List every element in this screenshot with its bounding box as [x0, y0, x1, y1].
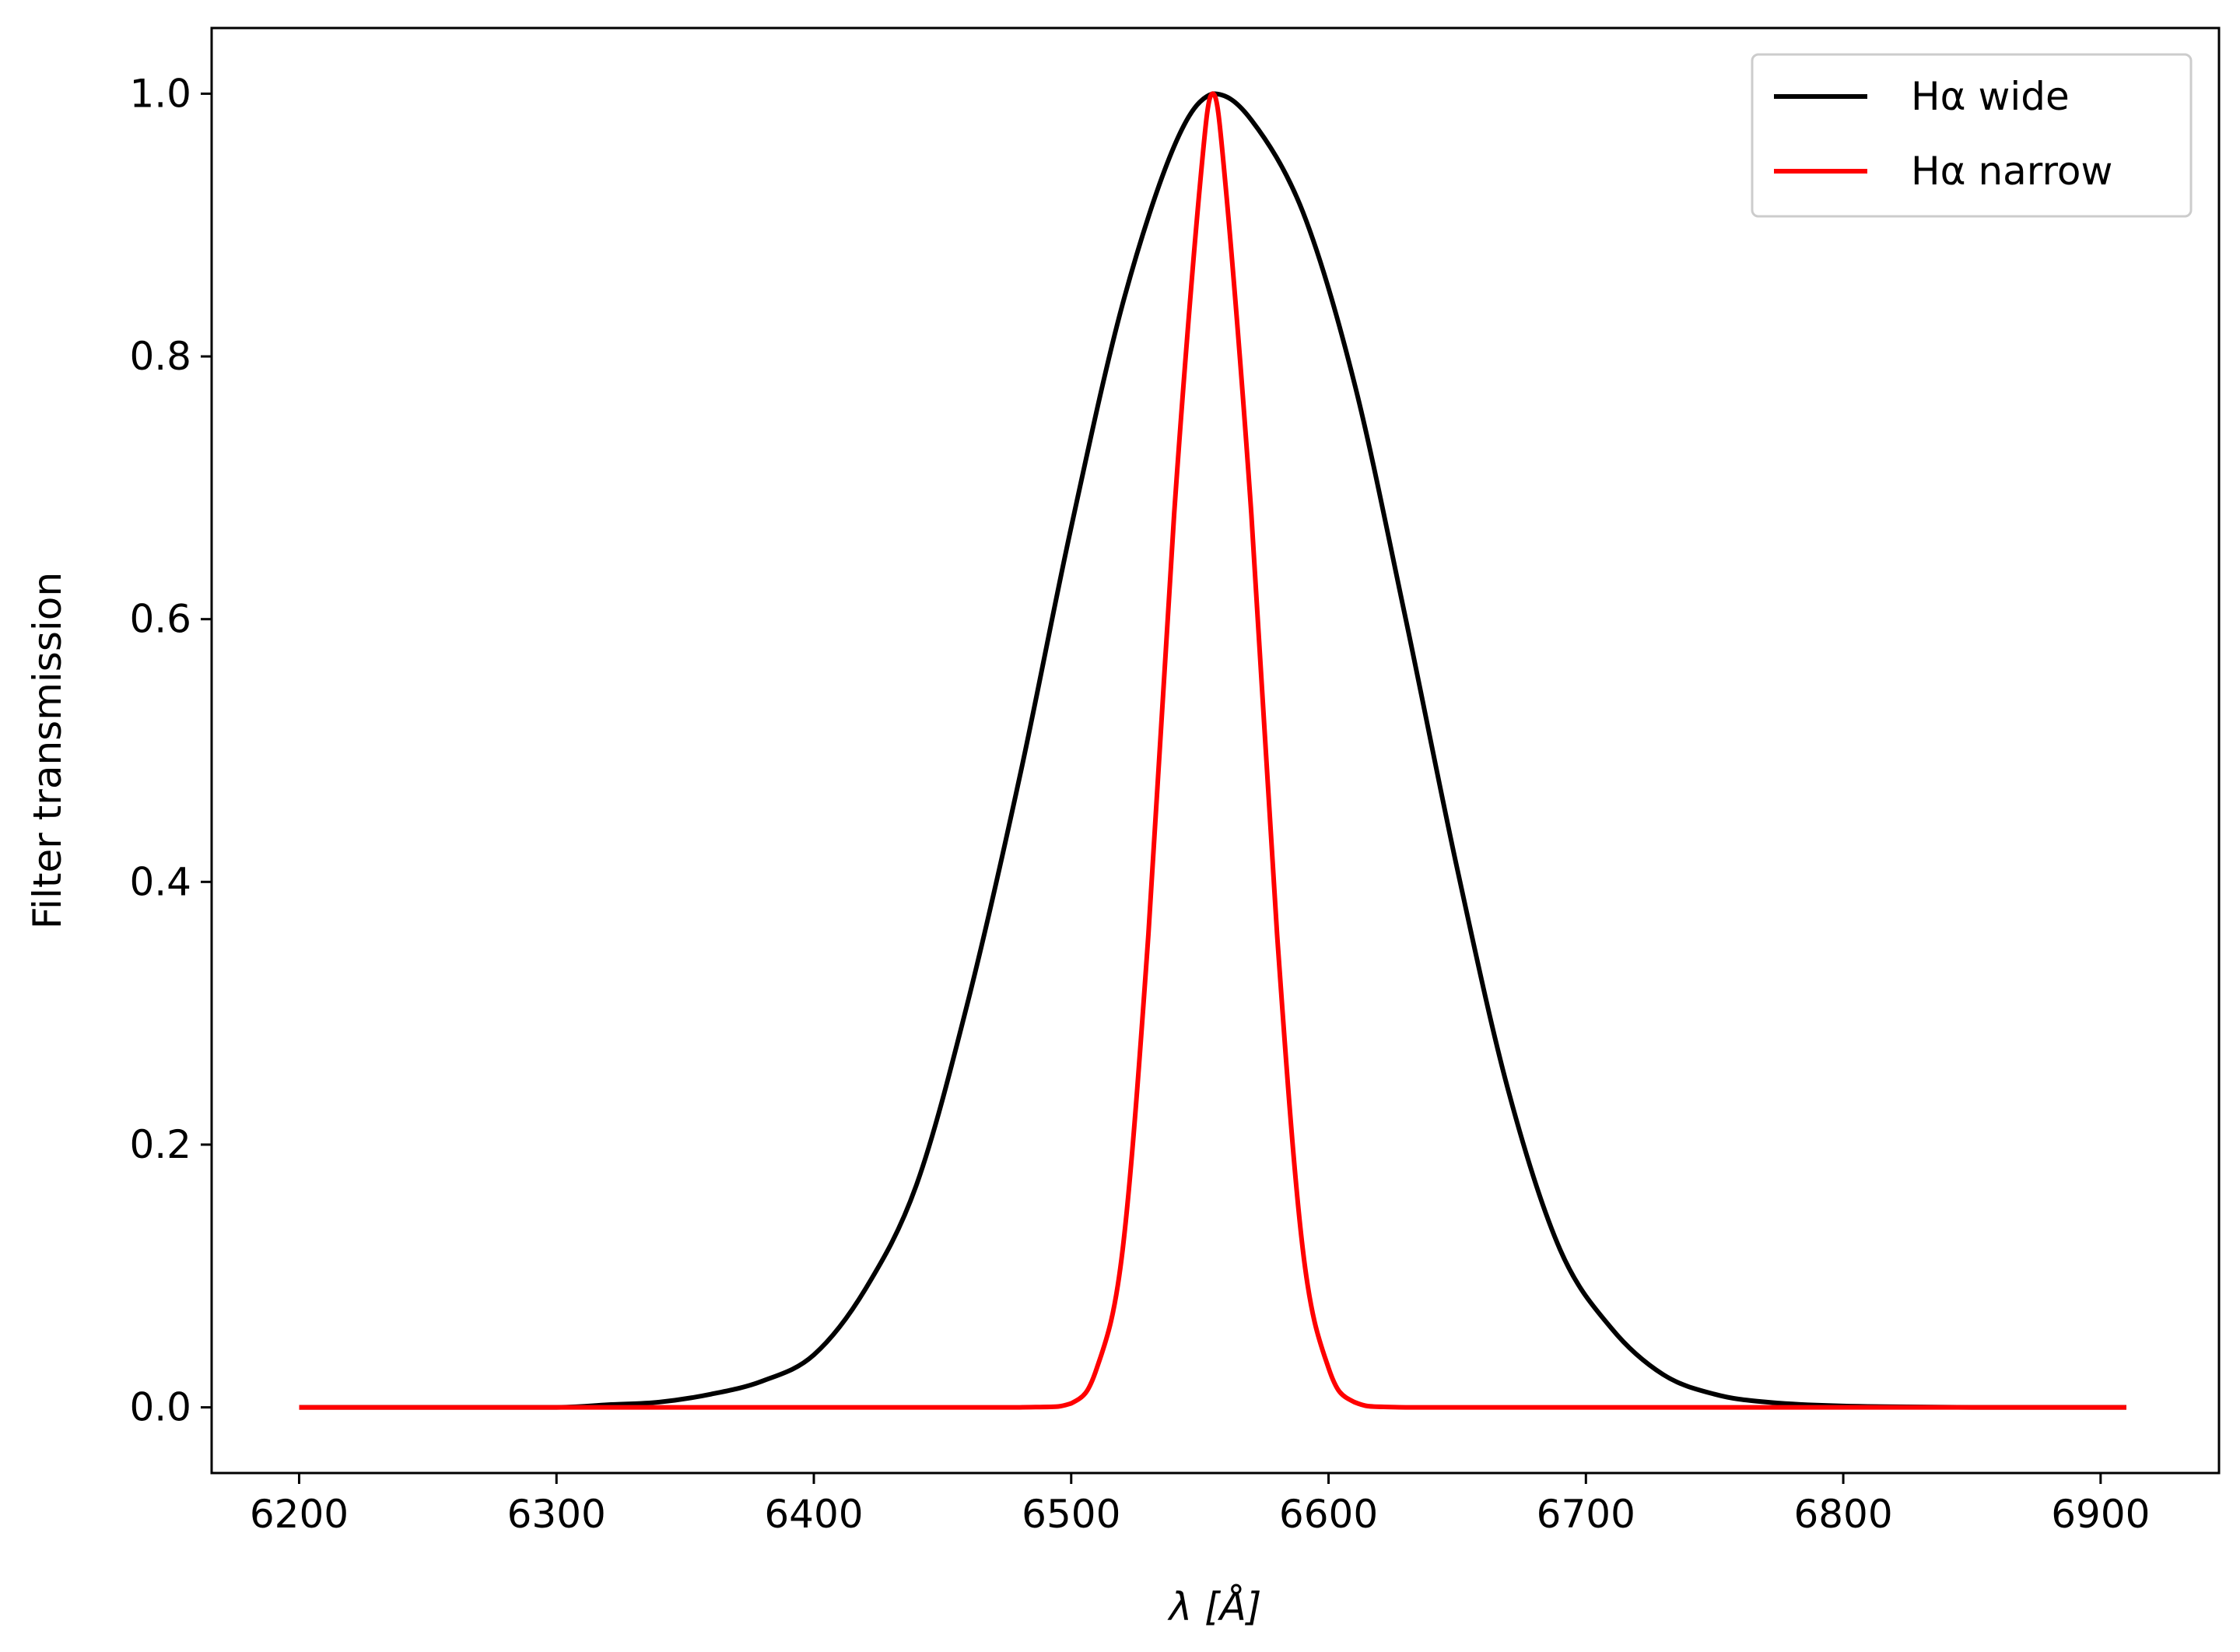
y-tick-label: 0.0	[129, 1385, 191, 1430]
series-layer	[299, 91, 2126, 1410]
x-tick-label: 6700	[1537, 1492, 1635, 1537]
x-tick-label: 6800	[1793, 1492, 1892, 1537]
y-tick-label: 0.2	[129, 1122, 191, 1167]
y-tick-label: 1.0	[129, 71, 191, 116]
y-axis-label: Filter transmission	[25, 572, 70, 929]
x-tick-label: 6500	[1022, 1492, 1120, 1537]
y-tick-label: 0.6	[129, 597, 191, 642]
x-axis-label: λ [Å]	[1167, 1584, 1262, 1629]
x-tick-label: 6600	[1279, 1492, 1378, 1537]
legend: Hα wide Hα narrow	[1751, 53, 2193, 218]
x-tick-label: 6200	[250, 1492, 349, 1537]
x-tick-label: 6400	[764, 1492, 863, 1537]
y-tick-label: 0.4	[129, 859, 191, 904]
series-line-ha-wide	[299, 91, 2126, 1410]
legend-entry-label: Hα narrow	[1911, 149, 2112, 194]
y-tick-label: 0.8	[129, 334, 191, 379]
y-axis-ticks: 0.0 0.2 0.4 0.6 0.8 1.0	[129, 71, 212, 1430]
legend-entry-label: Hα wide	[1911, 74, 2070, 119]
axes-frame	[210, 26, 2221, 1475]
x-tick-label: 6900	[2051, 1492, 2150, 1537]
x-tick-label: 6300	[507, 1492, 606, 1537]
x-axis-ticks: 6200 6300 6400 6500 6600 6700 6800 6900	[250, 1473, 2150, 1537]
series-line-ha-narrow	[299, 91, 2126, 1410]
plot-area	[210, 26, 2221, 1475]
